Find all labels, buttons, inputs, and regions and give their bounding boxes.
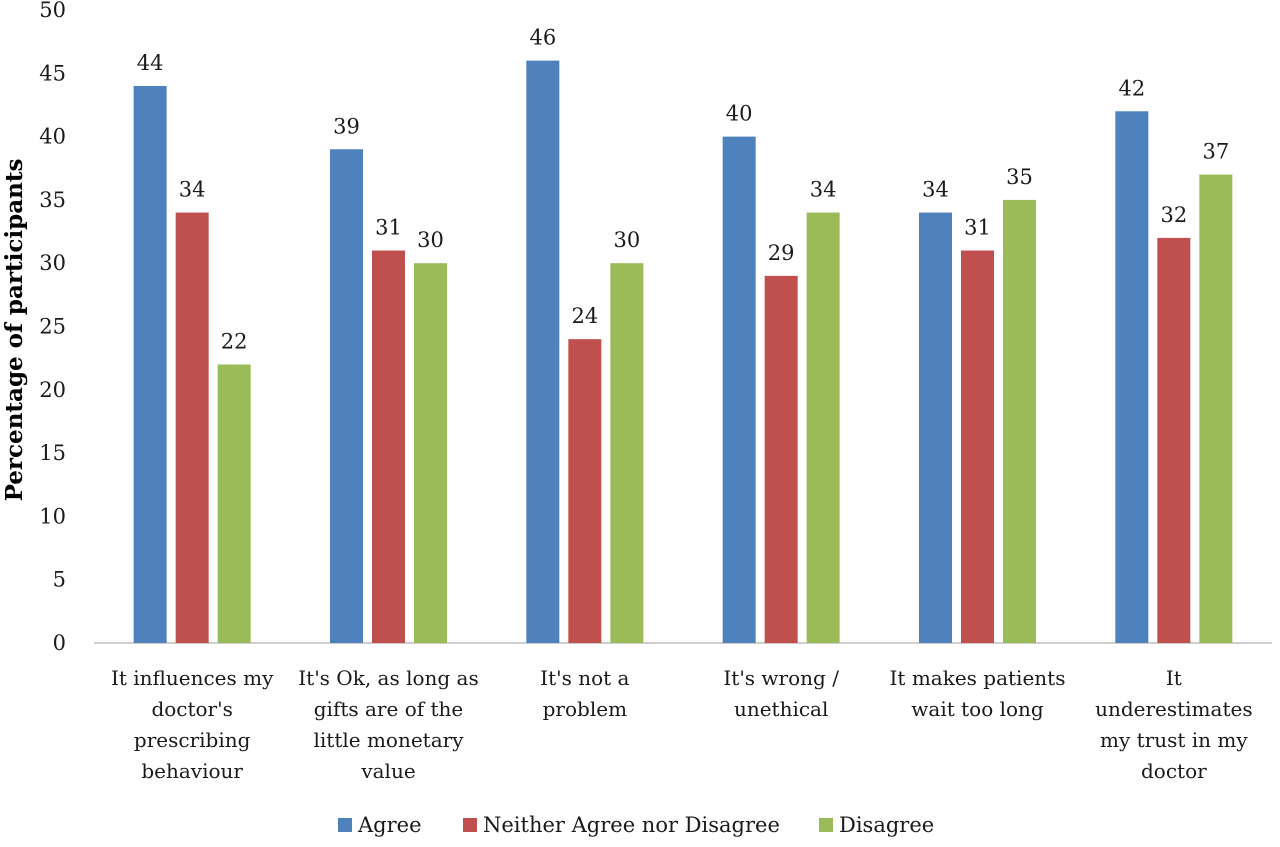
data-label: 31 xyxy=(964,216,991,240)
category-label: It influences my xyxy=(111,666,274,690)
bar-agree xyxy=(133,85,167,643)
y-tick-label: 45 xyxy=(39,61,66,85)
y-axis-label: Percentage of participants xyxy=(1,159,28,502)
category-label: It xyxy=(1166,666,1182,690)
bar-disagree xyxy=(610,263,644,643)
y-tick-label: 15 xyxy=(39,441,66,465)
category-label: gifts are of the xyxy=(314,697,464,721)
category-label: unethical xyxy=(734,697,828,721)
data-label: 30 xyxy=(613,228,640,252)
data-label: 39 xyxy=(333,114,360,138)
data-labels-group: 44 39 46 40 34 42 34 31 24 29 31 32 22 30 30 34 35 37 xyxy=(137,26,1229,354)
legend-entry-label: Neither Agree nor Disagree xyxy=(483,813,780,837)
category-label: It makes patients xyxy=(890,666,1066,690)
category-labels-group: It influences my doctor's prescribing behav… xyxy=(111,666,1253,783)
category-label: value xyxy=(360,759,415,783)
y-tick-label: 5 xyxy=(53,568,66,592)
data-label: 34 xyxy=(179,178,206,202)
data-label: 35 xyxy=(1006,165,1033,189)
data-label: 44 xyxy=(137,51,164,75)
y-tick-label: 50 xyxy=(39,0,66,22)
bar-agree xyxy=(919,212,952,643)
bar-agree xyxy=(1115,111,1149,643)
category-label: my trust in my xyxy=(1100,728,1248,752)
bar-agree xyxy=(722,136,756,643)
data-label: 24 xyxy=(571,304,598,328)
bar-neither-agree-nor-disagree xyxy=(568,339,602,643)
data-label: 30 xyxy=(417,228,444,252)
y-tick-label: 25 xyxy=(39,315,66,339)
y-tick-label: 40 xyxy=(39,125,66,149)
y-tick-label: 30 xyxy=(39,251,66,275)
bar-disagree xyxy=(217,364,251,643)
bar-disagree xyxy=(806,212,840,643)
y-axis-ticks: 0 5 10 15 20 25 30 35 40 45 50 xyxy=(39,0,66,655)
category-label: It's not a xyxy=(540,666,629,690)
bar-neither-agree-nor-disagree xyxy=(1157,237,1191,643)
category-label: prescribing xyxy=(134,728,251,752)
bar-agree xyxy=(330,149,363,643)
bar-disagree xyxy=(1199,174,1233,643)
bar-disagree xyxy=(1003,199,1036,643)
bar-neither-agree-nor-disagree xyxy=(764,275,798,643)
category-label: doctor xyxy=(1141,759,1207,783)
y-tick-label: 10 xyxy=(39,504,66,528)
category-label: wait too long xyxy=(911,697,1044,721)
data-label: 46 xyxy=(529,26,556,50)
category-label: underestimates xyxy=(1095,697,1253,721)
bar-neither-agree-nor-disagree xyxy=(175,212,209,643)
bar-neither-agree-nor-disagree xyxy=(961,250,994,644)
data-label: 29 xyxy=(768,241,795,265)
legend-swatch xyxy=(463,818,477,832)
category-label: doctor's xyxy=(151,697,232,721)
y-tick-label: 20 xyxy=(39,378,66,402)
data-label: 42 xyxy=(1118,76,1145,100)
legend-swatch xyxy=(338,818,352,832)
data-label: 34 xyxy=(810,178,837,202)
legend-swatch xyxy=(819,818,833,832)
data-label: 31 xyxy=(375,216,402,240)
data-label: 37 xyxy=(1202,140,1229,164)
data-label: 40 xyxy=(726,102,753,126)
y-tick-label: 35 xyxy=(39,188,66,212)
data-label: 34 xyxy=(922,178,949,202)
bar-disagree xyxy=(414,263,447,643)
category-label: problem xyxy=(543,697,627,721)
bar-agree xyxy=(526,60,560,643)
bar-neither-agree-nor-disagree xyxy=(372,250,405,644)
category-label: little monetary xyxy=(314,728,465,752)
bars-group xyxy=(133,60,1233,644)
data-label: 22 xyxy=(221,329,248,353)
legend: Agree Neither Agree nor Disagree Disagree xyxy=(338,813,934,837)
legend-entry-label: Agree xyxy=(357,813,422,837)
legend-entry-label: Disagree xyxy=(839,813,934,837)
data-label: 32 xyxy=(1160,203,1187,227)
category-label: It's wrong / xyxy=(723,666,839,690)
category-label: behaviour xyxy=(141,759,243,783)
category-label: It's Ok, as long as xyxy=(298,666,479,690)
y-tick-label: 0 xyxy=(53,631,66,655)
